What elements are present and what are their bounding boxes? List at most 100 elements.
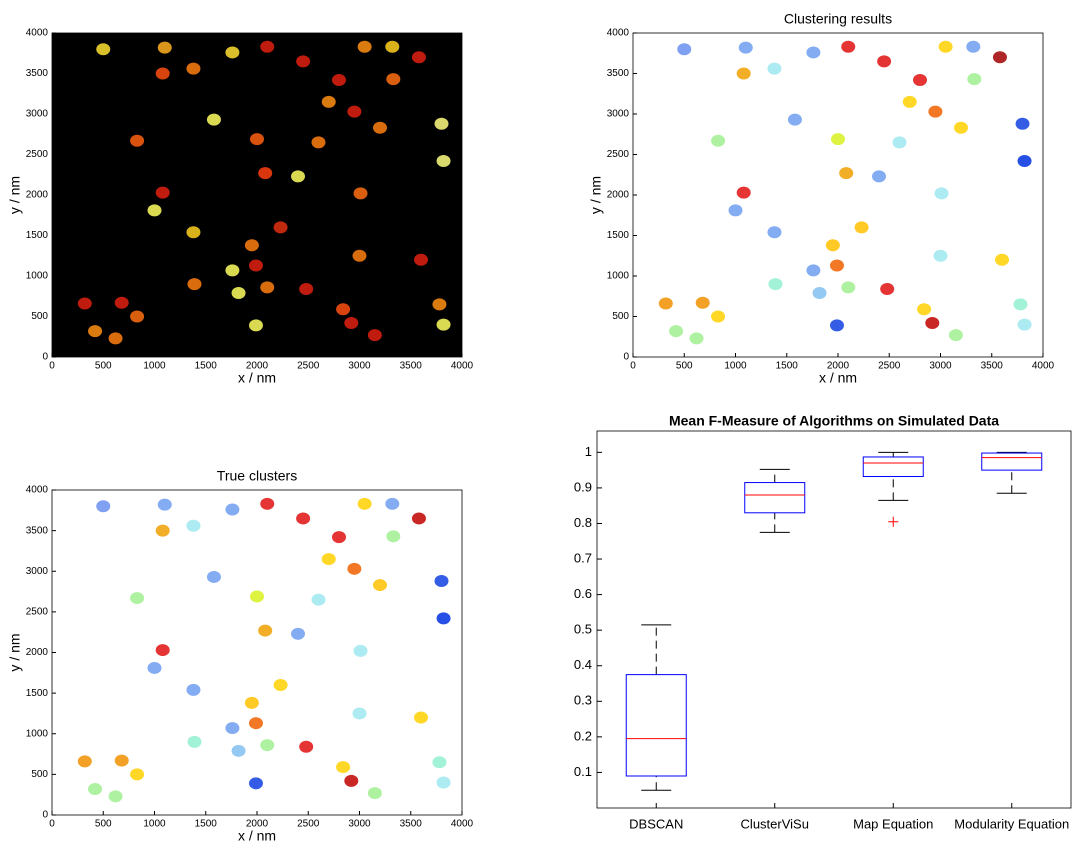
cluster-point — [158, 499, 172, 511]
cluster-point — [826, 239, 840, 251]
cluster-point — [830, 319, 844, 331]
y-tick-label: 0 — [623, 352, 629, 363]
y-tick-label: 3000 — [607, 109, 630, 120]
cluster-point — [332, 74, 346, 86]
cluster-point — [299, 741, 313, 753]
y-tick-label: 0.6 — [574, 586, 592, 601]
chart-title: Mean F-Measure of Algorithms on Simulate… — [669, 413, 999, 429]
y-tick-label: 0.2 — [574, 728, 592, 743]
cluster-point — [156, 187, 170, 199]
cluster-point — [78, 298, 92, 310]
cluster-point — [250, 590, 264, 602]
box — [745, 483, 805, 513]
y-tick-label: 3500 — [607, 68, 630, 79]
x-tick-label: 1000 — [143, 819, 166, 830]
cluster-point — [993, 51, 1007, 63]
cluster-point — [130, 768, 144, 780]
cluster-point — [109, 790, 123, 802]
cluster-point — [913, 74, 927, 86]
cluster-point — [437, 777, 451, 789]
y-tick-label: 0.4 — [574, 657, 592, 672]
cluster-point — [158, 42, 172, 54]
cluster-point — [225, 264, 239, 276]
cluster-point — [260, 281, 274, 293]
cluster-point — [187, 278, 201, 290]
cluster-point — [806, 46, 820, 58]
cluster-point — [353, 707, 367, 719]
y-tick-label: 3000 — [26, 109, 49, 120]
cluster-point — [88, 783, 102, 795]
cluster-point — [344, 317, 358, 329]
x-tick-label: 1500 — [195, 361, 218, 372]
box — [982, 453, 1042, 470]
cluster-point — [156, 525, 170, 537]
y-tick-label: 1000 — [26, 728, 49, 739]
x-tick-label: 0 — [49, 819, 55, 830]
cluster-point — [711, 135, 725, 147]
y-tick-label: 0.9 — [574, 479, 592, 494]
x-tick-label: Modularity Equation — [954, 816, 1069, 831]
x-tick-label: 4000 — [1032, 361, 1055, 372]
x-tick-label: ClusterViSu — [741, 816, 809, 831]
cluster-point — [249, 717, 263, 729]
x-tick-label: 500 — [676, 361, 693, 372]
cluster-point — [739, 42, 753, 54]
cluster-point — [659, 298, 673, 310]
y-axis-label: y / nm — [588, 176, 604, 214]
y-tick-label: 3000 — [26, 566, 49, 577]
figure: 0 500 1000 1500 2000 2500 3000 3500 4000 0 500 1000… — [0, 0, 1075, 846]
cluster-point — [373, 122, 387, 134]
x-tick-label: 3000 — [929, 361, 952, 372]
cluster-point — [299, 283, 313, 295]
y-tick-label: 4000 — [607, 28, 630, 39]
cluster-point — [432, 756, 446, 768]
cluster-point — [966, 41, 980, 53]
cluster-point — [291, 170, 305, 182]
cluster-point — [258, 625, 272, 637]
cluster-point — [156, 644, 170, 656]
cluster-point — [385, 41, 399, 53]
cluster-point — [435, 118, 449, 130]
cluster-point — [386, 73, 400, 85]
y-axis-label: y / nm — [7, 176, 23, 214]
cluster-point — [332, 531, 346, 543]
cluster-point — [995, 254, 1009, 266]
x-tick-label: 4000 — [451, 819, 474, 830]
y-tick-label: 1000 — [26, 271, 49, 282]
cluster-point — [225, 46, 239, 58]
cluster-point — [1013, 298, 1027, 310]
cluster-point — [1018, 319, 1032, 331]
cluster-point — [368, 329, 382, 341]
cluster-point — [880, 283, 894, 295]
cluster-point — [677, 43, 691, 55]
y-tick-label: 500 — [612, 311, 629, 322]
y-tick-label: 1500 — [26, 688, 49, 699]
cluster-point — [260, 41, 274, 53]
cluster-point — [353, 250, 367, 262]
plot-area — [52, 490, 462, 815]
cluster-point — [232, 745, 246, 757]
cluster-point — [841, 41, 855, 53]
outlier — [888, 517, 898, 527]
y-tick-label: 0 — [42, 810, 48, 821]
cluster-point — [336, 303, 350, 315]
cluster-point — [917, 303, 931, 315]
cluster-point — [336, 761, 350, 773]
cluster-point — [954, 122, 968, 134]
cluster-point — [115, 755, 129, 767]
y-tick-label: 2000 — [607, 190, 630, 201]
cluster-point — [78, 755, 92, 767]
y-tick-label: 500 — [31, 769, 48, 780]
y-tick-label: 0.7 — [574, 550, 592, 565]
cluster-point — [249, 319, 263, 331]
x-tick-label: Map Equation — [853, 816, 933, 831]
cluster-point — [354, 645, 368, 657]
cluster-point — [249, 777, 263, 789]
y-tick-label: 1500 — [607, 230, 630, 241]
cluster-point — [130, 592, 144, 604]
x-tick-label: 1000 — [143, 361, 166, 372]
y-tick-label: 2500 — [26, 607, 49, 618]
x-tick-label: 1500 — [776, 361, 799, 372]
cluster-point — [296, 512, 310, 524]
y-tick-label: 2500 — [607, 149, 630, 160]
